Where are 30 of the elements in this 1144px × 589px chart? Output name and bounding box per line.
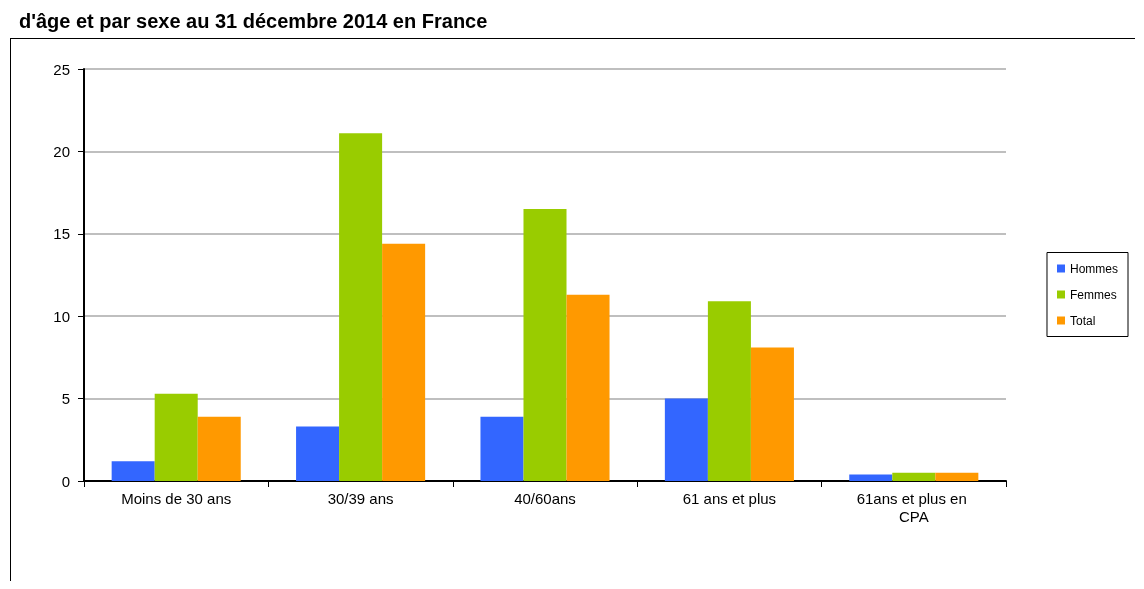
bar — [296, 426, 340, 481]
bar — [664, 398, 708, 481]
bar — [707, 301, 751, 481]
x-tick-label: 30/39 ans — [327, 489, 394, 507]
y-tick-label: 10 — [53, 307, 70, 325]
y-tick-label: 5 — [61, 390, 70, 408]
bar — [382, 243, 426, 481]
y-tick-label: 15 — [53, 225, 70, 243]
legend-label: Total — [1069, 313, 1096, 328]
legend-label: Hommes — [1069, 261, 1119, 276]
bar — [111, 461, 155, 481]
bar — [892, 472, 936, 481]
bar — [339, 133, 383, 481]
x-tick-label: 40/60ans — [514, 489, 576, 507]
bar — [935, 472, 979, 481]
y-tick-label: 25 — [53, 60, 70, 78]
bar — [523, 209, 567, 481]
y-tick-label: 20 — [53, 142, 70, 160]
bar — [154, 393, 198, 481]
bar — [480, 416, 524, 481]
legend-label: Femmes — [1069, 287, 1117, 302]
bar — [849, 474, 893, 481]
bar — [197, 416, 241, 481]
x-tick-label: 61 ans et plus — [682, 489, 777, 507]
chart-title: d'âge et par sexe au 31 décembre 2014 en France — [19, 10, 488, 32]
x-tick-label: Moins de 30 ans — [121, 489, 232, 507]
x-tick-label: 61ans et plus en CPA — [856, 489, 971, 525]
y-tick-label: 0 — [61, 472, 70, 490]
bar — [750, 347, 794, 481]
bar — [566, 294, 610, 481]
